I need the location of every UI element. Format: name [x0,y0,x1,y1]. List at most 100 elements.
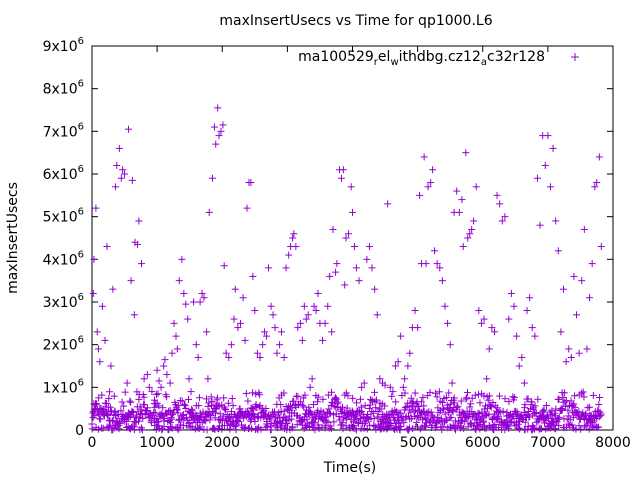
data-point-band [207,393,215,401]
data-point-band [335,413,343,421]
data-point-band [305,423,313,431]
data-point [113,161,121,169]
data-point-band [465,412,473,420]
data-point-band [427,408,435,416]
data-point-band [363,425,371,433]
data-point [135,217,143,225]
data-point-band [503,408,511,416]
data-point [349,208,356,216]
y-axis-label: maxInsertUsecs [5,182,21,294]
data-point-band [522,412,530,420]
data-point-band [249,389,257,397]
data-point-band [584,404,592,412]
data-point [173,345,181,353]
data-point [562,358,570,366]
data-point-band [371,388,379,396]
data-point-band [150,408,158,416]
data-point-band [368,407,376,415]
data-point-band [489,425,497,433]
data-point [215,132,223,140]
y-tick-label: 8x106 [43,79,84,98]
data-point-band [333,395,341,403]
data-point [310,302,318,310]
data-point-band [468,394,476,402]
data-point [282,264,290,272]
data-point-band [405,426,413,434]
data-point-band [470,410,478,418]
data-point [401,375,409,383]
data-point-band [287,415,295,423]
data-point-band [111,411,119,419]
data-point-band [263,422,271,430]
data-point [219,121,227,129]
data-point [121,170,129,178]
data-point-band [558,407,566,415]
data-point-band [433,393,441,401]
data-point [345,230,353,238]
data-point-band [165,407,173,415]
data-point-band [442,417,450,425]
data-point-band [129,408,137,416]
data-point-band [371,397,379,405]
data-point [488,324,496,332]
data-point-band [325,405,333,413]
data-point [140,375,148,383]
data-point-band [533,418,541,426]
data-point-band [273,424,281,432]
data-point [128,176,136,184]
data-point [289,234,297,242]
data-point-band [385,423,393,431]
data-point-band [93,400,101,408]
data-point-band [222,406,230,414]
data-point-band [88,425,96,433]
data-point-band [109,417,117,425]
data-point-band [313,398,321,406]
data-point [180,289,188,297]
data-point-band [515,418,523,426]
data-point-band [234,417,242,425]
data-point-band [431,389,439,397]
data-point-band [505,398,513,406]
data-point [523,307,531,315]
data-point [241,336,249,344]
data-point [192,341,200,349]
data-point-band [579,388,587,396]
data-point [96,358,104,366]
data-point-band [515,424,523,432]
data-point-band [241,423,249,431]
data-point-band [257,425,265,433]
data-point-band [342,422,350,430]
data-point-band [542,402,550,410]
data-point-band [423,409,431,417]
data-point-band [330,418,338,426]
data-point-band [494,413,502,421]
data-point-band [439,398,447,406]
data-point-band [412,406,420,414]
data-point [236,319,244,327]
data-point [518,353,526,361]
data-point [251,307,259,315]
data-point [352,264,360,272]
data-point [583,345,591,353]
data-point-band [251,418,259,426]
data-point [363,255,371,263]
data-point-band [377,405,385,413]
data-point-band [176,424,184,432]
data-point-band [531,402,539,410]
data-point [222,349,230,357]
data-point [458,196,466,204]
data-point-band [137,406,145,414]
data-point-band [195,402,203,410]
data-point-band [447,400,455,408]
data-point [464,234,472,242]
data-point-band [307,409,315,417]
data-point [321,319,329,327]
x-tick-label: 6000 [465,435,501,451]
data-point [433,260,441,268]
data-point-band [422,419,430,427]
data-point [161,356,169,364]
data-point [591,183,599,191]
data-point [115,144,123,152]
data-point [101,336,109,344]
data-point-band [446,423,454,431]
